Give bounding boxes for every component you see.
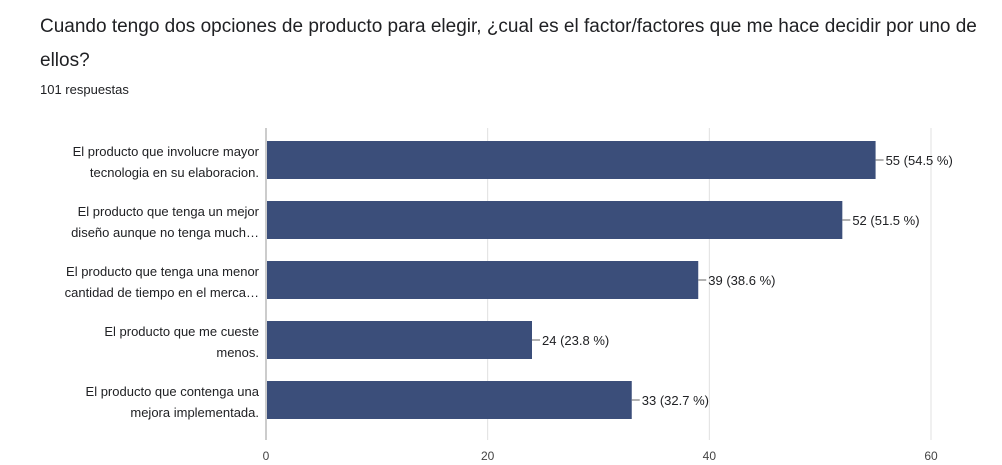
category-label-3-0: El producto que me cueste	[104, 324, 259, 339]
bar-0	[267, 141, 876, 179]
bar-1	[267, 201, 843, 239]
category-label-0-1: tecnologia en su elaboracion.	[90, 165, 259, 180]
bar-4	[267, 381, 632, 419]
data-label-2: 39 (38.6 %)	[708, 273, 775, 288]
data-label-1: 52 (51.5 %)	[852, 213, 919, 228]
category-label-3-1: menos.	[216, 345, 259, 360]
bar-3	[267, 321, 532, 359]
category-label-4-1: mejora implementada.	[130, 405, 259, 420]
x-tick-label-0: 0	[263, 449, 270, 463]
question-title: Cuando tengo dos opciones de producto pa…	[40, 16, 977, 71]
x-tick-label-1: 20	[481, 449, 495, 463]
category-label-4-0: El producto que contenga una	[86, 384, 260, 399]
category-label-2-1: cantidad de tiempo en el merca…	[65, 285, 259, 300]
category-label-2-0: El producto que tenga una menor	[66, 264, 260, 279]
category-label-0-0: El producto que involucre mayor	[73, 144, 260, 159]
x-tick-label-3: 60	[924, 449, 938, 463]
data-label-0: 55 (54.5 %)	[886, 153, 953, 168]
category-label-1-1: diseño aunque no tenga much…	[71, 225, 259, 240]
data-label-3: 24 (23.8 %)	[542, 333, 609, 348]
category-label-1-0: El producto que tenga un mejor	[78, 204, 260, 219]
data-label-4: 33 (32.7 %)	[642, 393, 709, 408]
bar-2	[267, 261, 699, 299]
response-count: 101 respuestas	[40, 82, 129, 97]
x-tick-label-2: 40	[703, 449, 717, 463]
